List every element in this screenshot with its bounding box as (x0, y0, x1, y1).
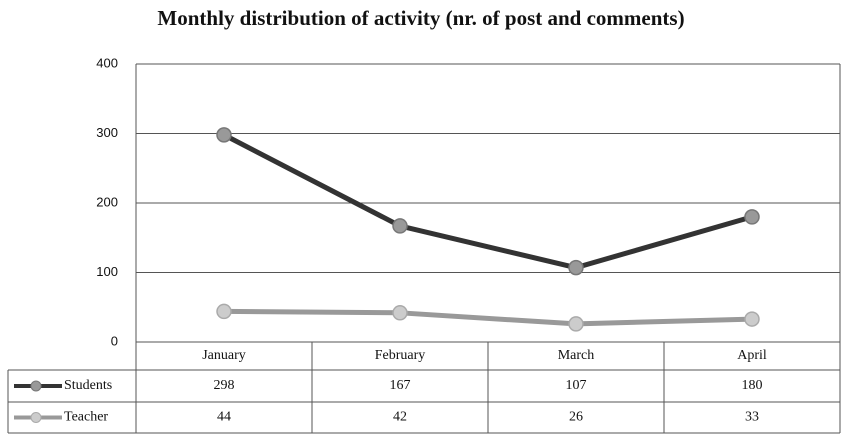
legend-label: Teacher (64, 410, 108, 425)
point (216, 127, 232, 143)
series-line (222, 132, 753, 271)
point (568, 316, 584, 332)
y-tick-label: 200 (96, 194, 118, 209)
legend-marker (30, 380, 42, 392)
table-value: 26 (569, 410, 583, 425)
x-tick-label: February (375, 348, 426, 363)
legend-label: Students (64, 378, 112, 393)
table-value: 167 (390, 378, 411, 393)
y-tick-label: 100 (96, 264, 118, 279)
x-tick-label: April (737, 348, 767, 363)
table-value: 33 (745, 410, 759, 425)
point (568, 259, 584, 276)
y-tick-label: 400 (96, 55, 118, 70)
point (744, 209, 760, 225)
point (216, 303, 232, 320)
legend-marker (30, 412, 42, 423)
table-value: 107 (566, 378, 587, 393)
table-value: 298 (214, 378, 235, 393)
x-tick-label: March (558, 348, 595, 363)
chart-title: Monthly distribution of activity (nr. of… (157, 6, 684, 30)
point (744, 311, 760, 327)
table-value: 42 (393, 410, 407, 425)
series-line (223, 308, 753, 327)
point (392, 218, 408, 234)
table-value: 180 (742, 378, 763, 393)
y-tick-label: 0 (111, 333, 118, 348)
x-tick-label: January (202, 348, 246, 363)
table-value: 44 (217, 410, 231, 425)
point (392, 305, 408, 321)
y-tick-label: 300 (96, 125, 118, 140)
